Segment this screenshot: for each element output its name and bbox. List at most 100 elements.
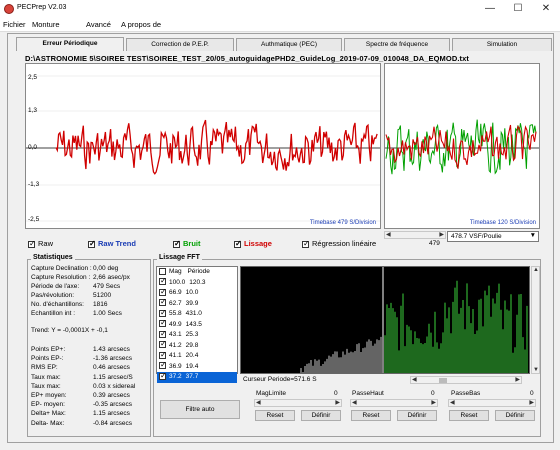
maglimite-left-icon[interactable]: ◀ [256, 400, 261, 406]
stat-label: Points EP-: [31, 355, 64, 363]
menu-a-propos[interactable]: A propos de [121, 20, 162, 29]
tab-simulation[interactable]: Simulation [452, 38, 552, 51]
fft-row-checkbox[interactable] [159, 287, 167, 297]
fft-row-checkbox[interactable] [159, 276, 167, 287]
fft-list[interactable]: Mag Période 100.0120.366.910.062.739.955… [156, 266, 238, 383]
fft-row[interactable]: 43.125.3 [157, 329, 237, 341]
stats-title: Statistiques [31, 254, 75, 261]
menu-avance[interactable]: Avancé [86, 20, 111, 29]
fft-row[interactable]: 62.739.9 [157, 297, 237, 310]
lissage-checkbox[interactable] [234, 239, 242, 248]
period-combo[interactable]: 478.7 VSF/Poulie ▼ [447, 231, 539, 242]
passebas-left-icon[interactable]: ◀ [450, 400, 455, 406]
fft-row-checkbox[interactable] [159, 318, 167, 329]
fft-horizontal-scrollbar[interactable]: ◀ ▶ [410, 376, 522, 384]
legend-bruit[interactable]: Bruit [173, 239, 201, 248]
fft-row-checkbox[interactable] [159, 329, 167, 339]
fft-vertical-scrollbar[interactable]: ▲ ▼ [531, 266, 540, 374]
minimize-button[interactable]: — [485, 3, 495, 14]
error-plot-main[interactable]: 2,5 1,3 0,0 -1,3 -2,5 Timebase 479 S/Div… [25, 63, 381, 229]
lissage-label: Lissage [244, 239, 272, 248]
menu-fichier[interactable]: Fichier [3, 20, 26, 29]
passehaut-definir-button[interactable]: Définir [397, 410, 437, 421]
close-button[interactable]: ✕ [541, 3, 551, 14]
scroll-right-icon[interactable]: ▶ [439, 232, 444, 238]
error-plot-detail[interactable]: Timebase 120 S/Division [384, 63, 540, 229]
fft-mag: 36.9 [169, 362, 182, 370]
stat-value: 1.15 arcsecs [93, 410, 130, 418]
scroll-left-icon[interactable]: ◀ [386, 232, 391, 238]
chevron-down-icon[interactable]: ▼ [529, 232, 536, 239]
y-label-5: -2,5 [28, 216, 40, 223]
legend-lissage[interactable]: Lissage [234, 239, 272, 248]
passehaut-reset-button[interactable]: Reset [351, 410, 391, 421]
passebas-slider[interactable]: ◀ ▶ [448, 399, 536, 407]
detail-plot-svg [385, 119, 539, 175]
file-path: D:\ASTRONOMIE 5\SOIREE TEST\SOIREE_TEST_… [25, 54, 469, 63]
maglimite-reset-button[interactable]: Reset [255, 410, 295, 421]
scroll-up-icon[interactable]: ▲ [533, 267, 539, 273]
stat-row: Période de l'axe: 479 Secs [31, 283, 120, 290]
fft-header-mag: Mag [169, 268, 182, 275]
fft-row[interactable]: 36.919.4 [157, 360, 237, 373]
fft-row-checkbox[interactable] [159, 371, 167, 381]
maglimite-slider[interactable]: ◀ ▶ [254, 399, 342, 407]
passehaut-slider[interactable]: ◀ ▶ [350, 399, 438, 407]
scroll-down-icon[interactable]: ▼ [533, 367, 539, 373]
regression-checkbox[interactable] [302, 239, 310, 248]
fft-mag: 43.1 [169, 331, 182, 338]
fft-row-checkbox[interactable] [159, 350, 167, 360]
legend-raw[interactable]: Raw [28, 239, 53, 248]
menu-monture[interactable]: Monture [32, 20, 60, 29]
fft-period: 20.4 [185, 352, 199, 359]
passebas-reset-button[interactable]: Reset [449, 410, 489, 421]
maglimite-definir-button[interactable]: Définir [301, 410, 341, 421]
maximize-button[interactable]: ☐ [513, 3, 523, 14]
fft-scroll-right-icon[interactable]: ▶ [515, 377, 520, 383]
tab-automatique-pec[interactable]: Authmatique (PEC) [236, 38, 342, 51]
stat-value: 0.46 arcsecs [93, 364, 130, 372]
stat-value: 1.43 arcsecs [93, 346, 130, 353]
passebas-right-icon[interactable]: ▶ [529, 400, 534, 406]
legend-regression[interactable]: Régression linéaire [302, 239, 376, 248]
fft-spectrum-plot[interactable] [240, 266, 530, 374]
tab-correction-pep[interactable]: Correction de P.E.P. [126, 38, 234, 51]
fft-period: 120.3 [189, 278, 206, 286]
stat-label: Points EP+: [31, 346, 66, 353]
passehaut-right-icon[interactable]: ▶ [431, 400, 436, 406]
raw-trend-checkbox[interactable] [88, 239, 96, 248]
fft-row-checkbox[interactable] [159, 339, 167, 350]
passehaut-left-icon[interactable]: ◀ [352, 400, 357, 406]
legend-raw-trend[interactable]: Raw Trend [88, 239, 136, 248]
stat-row: Delta- Max: -0.84 arcsecs [31, 420, 132, 427]
fft-row[interactable]: 37.237.7 [157, 371, 237, 383]
filtre-auto-button[interactable]: Filtre auto [160, 400, 240, 419]
bruit-checkbox[interactable] [173, 239, 181, 248]
fft-scroll-thumb[interactable] [439, 378, 447, 383]
regression-label: Régression linéaire [312, 239, 377, 248]
passebas-definir-button[interactable]: Définir [495, 410, 535, 421]
tab-erreur-periodique[interactable]: Erreur Périodique [16, 37, 124, 51]
maglimite-right-icon[interactable]: ▶ [335, 400, 340, 406]
detail-scrollbar[interactable]: ◀ ▶ [384, 231, 446, 239]
stat-value: 0.03 x sidereal [93, 382, 136, 390]
stat-label: Pas/révolution: [31, 292, 74, 299]
fft-row[interactable]: 66.910.0 [157, 287, 237, 299]
y-label-2: 1,3 [28, 107, 38, 114]
raw-checkbox[interactable] [28, 239, 36, 248]
lissage-series [55, 119, 378, 175]
fft-row-checkbox[interactable] [159, 308, 167, 318]
fft-scroll-left-icon[interactable]: ◀ [412, 377, 417, 383]
fft-header-checkbox[interactable] [159, 267, 166, 275]
fft-row[interactable]: 41.120.4 [157, 350, 237, 362]
fft-row[interactable]: 41.229.8 [157, 339, 237, 352]
stat-label: No. d'échantillons: [31, 301, 84, 308]
tab-spectre-frequence[interactable]: Spectre de fréquence [344, 38, 450, 51]
stat-row: EP+ moyen: 0.39 arcsecs [31, 392, 130, 399]
fft-period: 431.0 [185, 310, 202, 317]
fft-row-checkbox[interactable] [159, 297, 167, 308]
fft-row-checkbox[interactable] [159, 360, 167, 371]
